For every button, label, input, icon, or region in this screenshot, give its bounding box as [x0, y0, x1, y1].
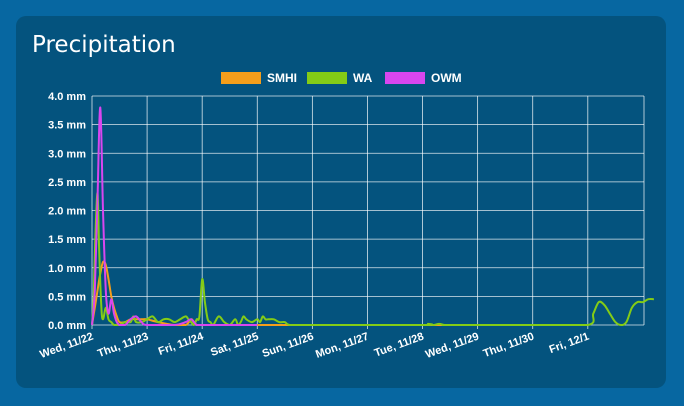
series-line-smhi — [91, 260, 478, 326]
y-tick-label: 0.5 mm — [48, 291, 86, 303]
legend-item-wa: WA — [307, 71, 373, 85]
legend-swatch-wa — [307, 72, 347, 84]
series-lines — [91, 106, 654, 327]
y-tick-label: 3.5 mm — [48, 120, 86, 132]
x-tick-label: Mon, 11/27 — [314, 331, 370, 361]
precipitation-chart: SMHI WA OWM 0.0 mm 0.5 mm 1.0 mm 1.5 mm 2.0 mm… — [38, 71, 654, 361]
precipitation-card: Precipitation SMHI WA OWM 0.0 mm 0.5 mm 1.0 … — [16, 16, 666, 388]
x-tick-label: Thu, 11/23 — [96, 331, 150, 360]
x-axis: Wed, 11/22 Thu, 11/23 Fri, 11/24 Sat, 11/25… — [38, 330, 591, 361]
x-tick-label: Sun, 11/26 — [261, 331, 316, 361]
legend-label-wa: WA — [353, 71, 373, 85]
legend-item-owm: OWM — [385, 71, 462, 85]
legend-swatch-owm — [385, 72, 425, 84]
legend-item-smhi: SMHI — [221, 71, 297, 85]
x-tick-label: Thu, 11/30 — [482, 331, 536, 360]
chart-grid — [91, 95, 645, 329]
y-tick-label: 1.0 mm — [48, 263, 86, 275]
x-tick-label: Fri, 11/24 — [157, 330, 206, 358]
series-line-owm — [91, 106, 258, 326]
legend-swatch-smhi — [221, 72, 261, 84]
x-tick-label: Tue, 11/28 — [373, 331, 426, 360]
card-title: Precipitation — [32, 32, 176, 58]
legend-label-owm: OWM — [431, 71, 462, 85]
y-tick-label: 2.0 mm — [48, 206, 86, 218]
x-tick-label: Wed, 11/29 — [424, 331, 481, 361]
y-tick-label: 3.0 mm — [48, 148, 86, 160]
chart-legend: SMHI WA OWM — [221, 71, 462, 85]
x-tick-label: Wed, 11/22 — [38, 331, 95, 361]
y-tick-label: 0.0 mm — [48, 320, 86, 332]
y-tick-label: 4.0 mm — [48, 91, 86, 103]
x-tick-label: Fri, 12/1 — [548, 331, 591, 356]
y-axis: 0.0 mm 0.5 mm 1.0 mm 1.5 mm 2.0 mm 2.5 mm 3.0 … — [48, 91, 86, 332]
x-tick-label: Sat, 11/25 — [209, 331, 260, 359]
series-line-wa — [91, 192, 654, 327]
legend-label-smhi: SMHI — [267, 71, 297, 85]
y-tick-label: 1.5 mm — [48, 234, 86, 246]
y-tick-label: 2.5 mm — [48, 177, 86, 189]
